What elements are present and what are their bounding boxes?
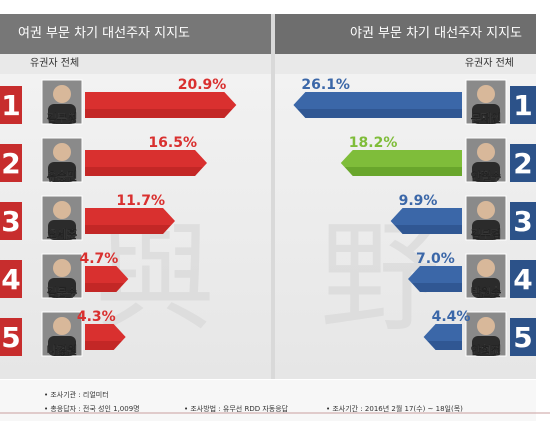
opposition-rank-number: 5: [513, 321, 532, 354]
opposition-bar: [408, 266, 462, 292]
opposition-bar-shade: [427, 341, 462, 350]
opposition-rank-box: [510, 260, 536, 298]
candidate-suit: [472, 162, 500, 182]
opposition-bar: [293, 92, 462, 118]
ruling-bar-shade: [85, 109, 233, 118]
candidate-face: [477, 317, 495, 335]
candidate-name: 유승민: [47, 169, 77, 183]
opposition-value-label: 9.9%: [399, 193, 438, 209]
opposition-value-label: 26.1%: [301, 77, 350, 93]
ruling-value-label: 20.9%: [178, 77, 227, 93]
candidate-suit: [472, 278, 500, 298]
candidate-face: [53, 259, 71, 277]
opposition-rank-box: [510, 318, 536, 356]
ruling-bar-shade: [85, 341, 122, 350]
ruling-bar: [85, 266, 129, 292]
ruling-bar: [85, 150, 207, 176]
ruling-bar-shade: [85, 225, 171, 234]
candidate-suit: [48, 162, 76, 182]
candidate-name: 김문수: [47, 286, 77, 299]
candidate-name: 안희정: [471, 343, 501, 357]
opposition-bar-shade: [412, 283, 462, 292]
candidate-name: 박원순: [471, 285, 501, 299]
ruling-bar: [85, 208, 175, 234]
ruling-rank-box: [0, 86, 22, 124]
opposition-bar-shade: [344, 167, 462, 176]
opposition-bar-shade: [297, 109, 462, 118]
opposition-bar: [340, 150, 462, 176]
ruling-value-label: 4.3%: [77, 309, 116, 325]
candidate-name: 나경원: [47, 343, 77, 357]
opposition-value-label: 4.4%: [432, 309, 471, 325]
right-panel-title: 야권 부문 차기 대선주자 지지도: [275, 14, 536, 54]
ruling-value-label: 16.5%: [148, 135, 197, 151]
candidate-face: [53, 201, 71, 219]
ruling-rank-box: [0, 260, 22, 298]
chart-canvas: 1 김무성 20.9% 2 유승민 16.5% 3 오세훈 11.7% 4 김문수 4.7% 5 나경원 4…: [0, 77, 536, 357]
candidate-suit: [472, 220, 500, 240]
opposition-rank-box: [510, 144, 536, 182]
opposition-rank-box: [510, 86, 536, 124]
opposition-bar: [423, 324, 462, 350]
candidate-name: 문재인: [471, 111, 501, 125]
candidate-name: 김무성: [47, 111, 77, 125]
left-panel-title: 여권 부문 차기 대선주자 지지도: [0, 14, 271, 54]
candidate-suit: [472, 336, 500, 356]
opposition-rank-box: [510, 202, 536, 240]
bottom-rule: [0, 412, 550, 414]
candidate-suit: [472, 104, 500, 124]
candidate-name: 김부겸: [471, 228, 501, 241]
opposition-value-label: 7.0%: [416, 251, 455, 267]
survey-agency: • 조사기관 : 리얼미터: [44, 391, 109, 399]
left-panel-subtitle: 유권자 전체: [0, 54, 271, 74]
ruling-rank-number: 1: [1, 89, 20, 122]
opposition-rank-number: 4: [513, 263, 532, 296]
opposition-value-label: 18.2%: [349, 135, 398, 151]
candidate-face: [477, 201, 495, 219]
ruling-rank-number: 4: [1, 263, 20, 296]
ruling-rank-number: 2: [1, 147, 20, 180]
ruling-rank-number: 5: [1, 321, 20, 354]
opposition-bar-shade: [394, 225, 462, 234]
survey-method: • 조사방법 : 유무선 RDD 자동응답: [184, 405, 289, 413]
candidate-suit: [48, 220, 76, 240]
survey-respondents: • 총응답자 : 전국 성인 1,009명: [44, 405, 140, 413]
ruling-rank-box: [0, 202, 22, 240]
ruling-bar-shade: [85, 283, 125, 292]
candidate-suit: [48, 336, 76, 356]
opposition-rank-number: 2: [513, 147, 532, 180]
candidate-name: 오세훈: [47, 227, 77, 241]
candidate-name: 안철수: [471, 169, 501, 183]
candidate-face: [477, 85, 495, 103]
survey-footer: • 조사기관 : 리얼미터 • 총응답자 : 전국 성인 1,009명 • 조사…: [0, 380, 536, 421]
candidate-face: [477, 143, 495, 161]
candidate-face: [53, 317, 71, 335]
candidate-face: [53, 85, 71, 103]
ruling-bar: [85, 324, 126, 350]
ruling-bar: [85, 92, 237, 118]
opposition-rank-number: 1: [513, 89, 532, 122]
ruling-value-label: 4.7%: [80, 251, 119, 267]
ruling-bar-shade: [85, 167, 203, 176]
candidate-suit: [48, 278, 76, 298]
ruling-value-label: 11.7%: [116, 193, 165, 209]
right-panel-subtitle: 유권자 전체: [275, 54, 536, 74]
candidate-suit: [48, 104, 76, 124]
candidate-face: [53, 143, 71, 161]
panel-divider: [271, 14, 275, 379]
ruling-rank-box: [0, 144, 22, 182]
ruling-rank-number: 3: [1, 205, 20, 238]
opposition-bar: [390, 208, 462, 234]
survey-period: • 조사기간 : 2016년 2월 17(수) ~ 18일(목): [326, 405, 463, 413]
ruling-rank-box: [0, 318, 22, 356]
candidate-face: [477, 259, 495, 277]
opposition-rank-number: 3: [513, 205, 532, 238]
